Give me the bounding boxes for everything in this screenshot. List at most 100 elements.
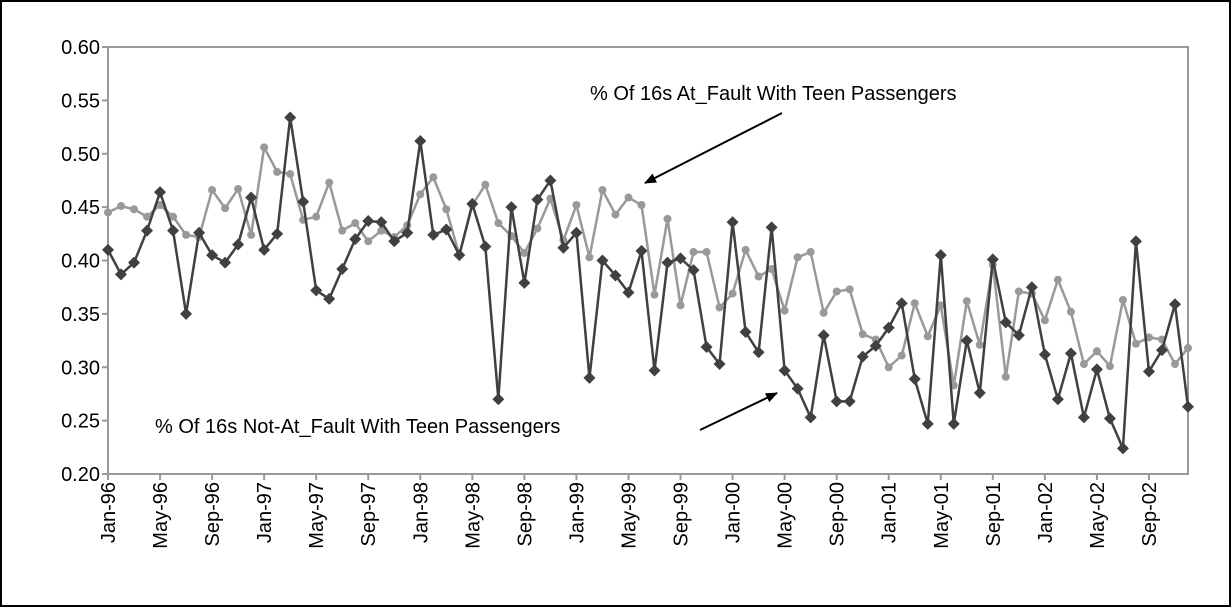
x-tick-label: Jan-99	[566, 482, 588, 543]
marker	[182, 230, 191, 239]
marker	[986, 253, 999, 266]
marker	[531, 193, 544, 206]
series-annotation: % Of 16s Not-At_Fault With Teen Passenge…	[155, 416, 560, 438]
marker	[921, 417, 934, 430]
marker	[767, 265, 776, 274]
marker	[325, 178, 334, 187]
marker	[895, 297, 908, 310]
marker	[609, 269, 622, 282]
y-tick-label: 0.60	[61, 37, 100, 59]
marker	[793, 253, 802, 262]
marker	[427, 228, 440, 241]
marker	[143, 212, 152, 221]
marker	[336, 263, 349, 276]
x-tick-label: May-96	[150, 482, 172, 549]
marker	[260, 143, 269, 152]
marker	[570, 226, 583, 239]
marker	[232, 238, 245, 251]
arrow	[699, 392, 778, 431]
marker	[479, 240, 492, 253]
marker	[780, 306, 789, 315]
x-tick-label: Jan-00	[723, 482, 745, 543]
marker	[1116, 442, 1129, 455]
marker	[583, 371, 596, 384]
marker	[533, 224, 542, 233]
marker	[908, 372, 921, 385]
marker	[453, 249, 466, 262]
marker	[206, 249, 219, 262]
marker	[858, 330, 867, 339]
marker	[897, 351, 906, 360]
x-tick-label: Sep-01	[983, 482, 1005, 547]
marker	[960, 334, 973, 347]
marker	[141, 224, 154, 237]
marker	[104, 208, 112, 217]
marker	[245, 191, 258, 204]
marker	[765, 221, 778, 234]
marker	[349, 233, 362, 246]
marker	[689, 247, 698, 256]
x-tick-label: May-97	[306, 482, 328, 549]
marker	[674, 252, 687, 265]
marker	[481, 180, 490, 189]
marker	[115, 268, 128, 281]
marker	[128, 256, 141, 269]
y-tick-label: 0.20	[61, 464, 100, 486]
marker	[1001, 372, 1010, 381]
marker	[492, 393, 505, 406]
marker	[375, 216, 388, 229]
marker	[130, 205, 139, 214]
marker	[156, 200, 165, 209]
marker	[416, 190, 425, 199]
marker	[1182, 400, 1194, 413]
marker	[856, 350, 869, 363]
marker	[557, 241, 570, 254]
marker	[180, 307, 193, 320]
y-tick-label: 0.45	[61, 197, 100, 219]
marker	[843, 395, 856, 408]
x-tick-label: May-98	[462, 482, 484, 549]
marker	[702, 247, 711, 256]
marker	[1118, 295, 1127, 304]
marker	[271, 227, 284, 240]
marker	[830, 395, 843, 408]
marker	[323, 292, 336, 305]
marker	[362, 215, 375, 228]
x-tick-label: Jan-96	[98, 482, 120, 543]
marker	[1014, 287, 1023, 296]
x-tick-label: Jan-98	[410, 482, 432, 543]
marker	[648, 364, 661, 377]
marker	[273, 167, 282, 176]
x-tick-label: Jan-01	[879, 482, 901, 543]
marker	[962, 297, 971, 306]
marker	[635, 244, 648, 257]
marker	[286, 170, 295, 179]
marker	[739, 326, 752, 339]
marker	[947, 417, 960, 430]
marker	[401, 226, 414, 239]
marker	[338, 226, 347, 235]
marker	[975, 340, 984, 349]
marker	[598, 186, 607, 195]
marker	[687, 264, 700, 277]
marker	[1155, 344, 1168, 357]
marker	[999, 316, 1012, 329]
x-tick-label: May-99	[618, 482, 640, 549]
marker	[414, 134, 427, 147]
marker	[726, 216, 739, 229]
marker	[1064, 347, 1077, 360]
marker	[676, 301, 685, 310]
marker	[637, 200, 646, 209]
marker	[1105, 362, 1114, 371]
marker	[466, 197, 479, 210]
x-tick-label: May-02	[1087, 482, 1109, 549]
marker	[544, 174, 557, 187]
marker	[832, 287, 841, 296]
marker	[1103, 412, 1116, 425]
marker	[1053, 275, 1062, 284]
marker	[284, 111, 297, 124]
marker	[364, 237, 373, 246]
x-tick-label: Sep-02	[1139, 482, 1161, 547]
marker	[505, 201, 518, 214]
marker	[663, 214, 672, 223]
